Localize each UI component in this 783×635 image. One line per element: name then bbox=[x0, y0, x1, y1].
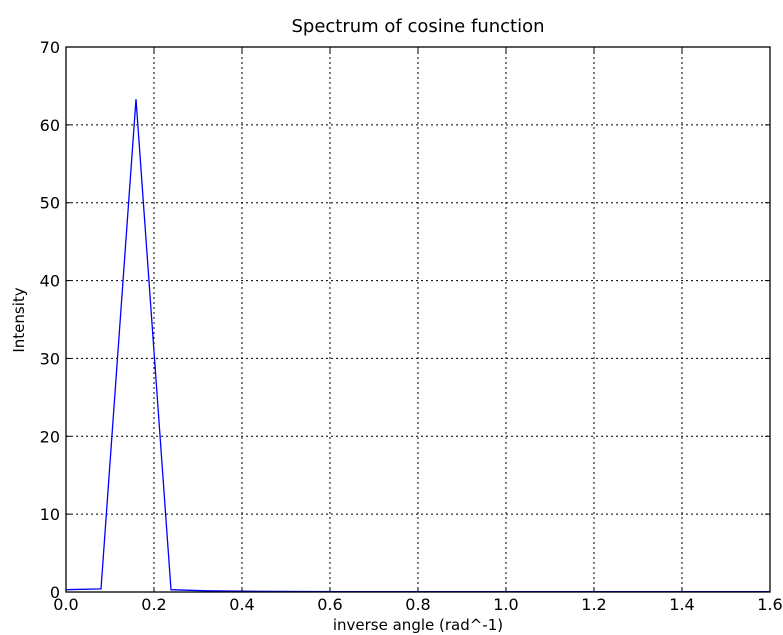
x-tick-label: 0.2 bbox=[141, 595, 166, 614]
x-tick-label: 0.8 bbox=[405, 595, 430, 614]
y-tick-label: 60 bbox=[40, 116, 60, 135]
y-tick-label: 40 bbox=[40, 272, 60, 291]
x-tick-label: 0.4 bbox=[229, 595, 254, 614]
y-tick-label: 50 bbox=[40, 194, 60, 213]
y-tick-label: 30 bbox=[40, 349, 60, 368]
chart-title: Spectrum of cosine function bbox=[291, 16, 544, 37]
y-tick-label: 10 bbox=[40, 505, 60, 524]
tick-marks bbox=[65, 46, 771, 593]
x-tick-label: 1.0 bbox=[493, 595, 518, 614]
x-axis-label: inverse angle (rad^-1) bbox=[333, 616, 503, 634]
y-tick-label: 0 bbox=[50, 583, 60, 602]
x-tick-label: 1.4 bbox=[669, 595, 694, 614]
grid-lines bbox=[66, 47, 770, 592]
x-tick-label: 0.0 bbox=[53, 595, 78, 614]
x-tick-label: 1.2 bbox=[581, 595, 606, 614]
y-tick-label: 70 bbox=[40, 38, 60, 57]
y-axis-label: Intensity bbox=[10, 287, 28, 352]
y-tick-label: 20 bbox=[40, 427, 60, 446]
tick-labels: 0.0 0.2 0.4 0.6 0.8 1.0 1.2 1.4 1.6 0 10 20 30 40 50 60… bbox=[40, 38, 783, 614]
x-tick-label: 0.6 bbox=[317, 595, 342, 614]
x-tick-label: 1.6 bbox=[757, 595, 782, 614]
